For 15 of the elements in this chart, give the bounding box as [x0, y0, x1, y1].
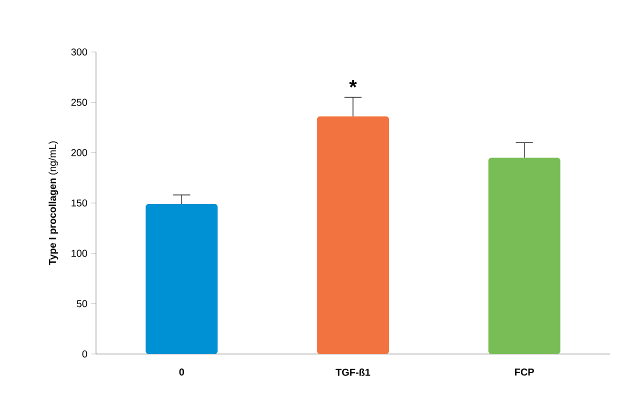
x-tick-label: FCP [515, 368, 534, 376]
bar [488, 158, 560, 354]
y-tick-label: 0 [82, 350, 88, 358]
y-tick-label: 200 [71, 149, 88, 156]
x-tick-label: 0 [179, 368, 184, 376]
bar [317, 116, 389, 354]
y-tick-label: 150 [72, 199, 88, 207]
x-tick-label: TGF-ß1 [336, 368, 370, 376]
y-tick-label: 100 [72, 250, 88, 257]
bar [146, 204, 218, 354]
annotation: * [349, 80, 357, 88]
y-tick-label: 250 [71, 98, 88, 106]
y-tick-label: 50 [76, 300, 88, 308]
y-axis-title: Type I procollagen (ng/mL) [48, 141, 58, 266]
y-tick-label: 300 [71, 48, 88, 56]
